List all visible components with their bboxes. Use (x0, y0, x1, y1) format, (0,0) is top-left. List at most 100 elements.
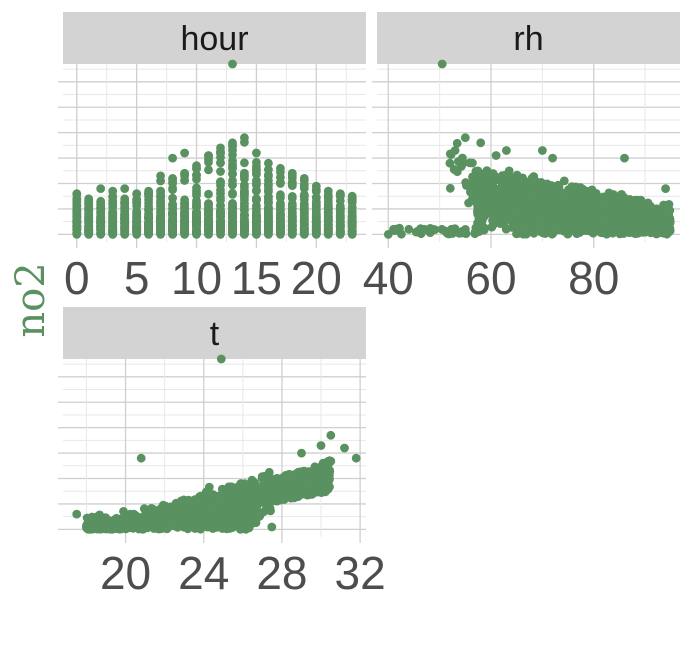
data-point (563, 229, 573, 239)
data-point (488, 169, 498, 178)
data-point (276, 230, 285, 239)
data-point (120, 213, 130, 223)
data-point (276, 218, 285, 227)
data-point (237, 521, 247, 531)
data-point (567, 182, 577, 192)
data-point (404, 224, 414, 234)
data-point (244, 519, 254, 529)
data-point (517, 210, 527, 219)
data-point (264, 204, 273, 214)
data-point (611, 196, 621, 206)
data-point (657, 208, 666, 218)
data-point (465, 179, 475, 189)
data-point (513, 223, 522, 233)
data-point (168, 185, 178, 195)
data-point (543, 184, 553, 194)
data-point (96, 184, 106, 194)
x-tick-label: 40 (363, 252, 414, 304)
data-point (287, 203, 297, 213)
data-point (161, 522, 171, 531)
data-point (299, 191, 309, 201)
data-point (96, 205, 106, 215)
data-point (528, 180, 538, 190)
data-point (252, 162, 261, 171)
data-point (299, 174, 309, 183)
data-point (449, 165, 459, 174)
data-point (192, 186, 201, 196)
data-point (491, 151, 501, 160)
data-point (560, 204, 570, 214)
x-tick-label: 20 (291, 252, 342, 304)
data-point (228, 59, 237, 69)
data-point (168, 230, 178, 239)
data-point (494, 194, 503, 204)
data-point (240, 158, 249, 168)
data-point (479, 225, 489, 235)
data-point (249, 508, 258, 517)
data-point (304, 481, 313, 490)
x-tick-label: 20 (100, 547, 151, 599)
data-point (144, 230, 154, 239)
data-point (192, 203, 201, 212)
data-point (264, 165, 273, 175)
data-point (450, 224, 460, 234)
data-point (84, 221, 94, 231)
x-tick-label: 60 (465, 252, 516, 304)
data-point (489, 186, 498, 196)
data-point (214, 493, 223, 502)
data-point (204, 165, 213, 175)
data-point (437, 224, 447, 234)
data-point (200, 522, 210, 531)
data-point (132, 189, 142, 199)
data-point (276, 179, 285, 188)
data-point (498, 176, 508, 185)
data-point (584, 224, 594, 234)
data-point (191, 497, 201, 507)
data-point (474, 213, 484, 223)
data-point (276, 190, 285, 200)
data-point (252, 176, 261, 186)
data-point (153, 511, 162, 521)
data-point (228, 220, 237, 230)
data-point (108, 203, 118, 212)
data-point (180, 216, 190, 225)
data-point (156, 198, 166, 208)
data-point (522, 177, 531, 187)
data-point (169, 519, 179, 529)
data-point (108, 209, 118, 219)
data-point (130, 520, 140, 529)
data-point (252, 186, 261, 195)
data-point (326, 430, 336, 440)
data-point (661, 184, 670, 194)
x-tick-label: 24 (178, 547, 229, 599)
data-point (72, 509, 82, 519)
data-point (488, 216, 497, 225)
data-point (120, 184, 130, 194)
data-point (321, 487, 330, 497)
data-point (93, 522, 103, 531)
data-point (204, 203, 213, 213)
facet-strip-label: t (210, 315, 220, 353)
data-point (411, 227, 421, 237)
data-point (437, 59, 447, 69)
data-point (323, 217, 333, 226)
data-point (216, 167, 225, 176)
data-point (284, 482, 294, 491)
data-point (576, 210, 586, 220)
data-point (156, 171, 166, 181)
data-point (461, 229, 471, 239)
data-point (216, 230, 225, 239)
x-tick-label: 28 (256, 547, 307, 599)
data-point (252, 169, 261, 179)
data-point (276, 163, 285, 173)
data-point (264, 198, 273, 207)
data-point (480, 181, 490, 190)
data-point (276, 172, 285, 182)
data-point (311, 230, 321, 239)
data-point (205, 502, 215, 512)
data-point (210, 519, 219, 529)
data-point (260, 480, 270, 489)
data-point (511, 203, 521, 213)
data-point (485, 203, 495, 212)
